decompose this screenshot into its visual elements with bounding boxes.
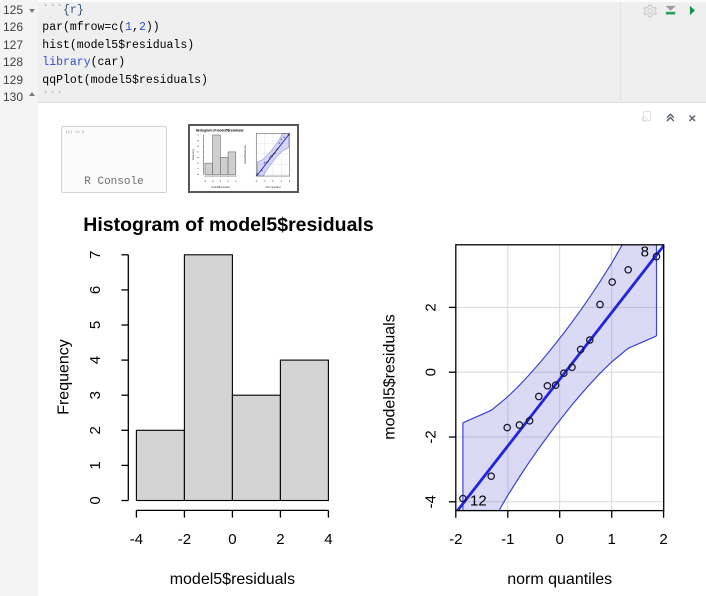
svg-text:2: 2 — [87, 426, 104, 434]
svg-text:model5$residuals: model5$residuals — [211, 186, 231, 189]
svg-text:model5$residuals: model5$residuals — [170, 571, 295, 588]
svg-text:-1: -1 — [263, 180, 266, 183]
svg-text:7: 7 — [87, 251, 104, 259]
svg-text:2: 2 — [276, 531, 284, 548]
svg-text:1: 1 — [87, 461, 104, 469]
svg-text:4: 4 — [87, 356, 104, 364]
svg-text:2: 2 — [197, 162, 200, 164]
svg-text:-2: -2 — [449, 531, 462, 548]
svg-text:12: 12 — [470, 493, 487, 510]
svg-text:model5$residuals: model5$residuals — [382, 314, 399, 439]
svg-text:0: 0 — [272, 180, 274, 183]
svg-text:norm quantiles: norm quantiles — [265, 186, 281, 189]
svg-text:0: 0 — [220, 180, 222, 183]
svg-text:0: 0 — [87, 496, 104, 504]
svg-text:2: 2 — [659, 531, 667, 548]
svg-text:8: 8 — [641, 244, 649, 261]
svg-text:-2: -2 — [255, 180, 258, 183]
svg-text:Frequency: Frequency — [192, 148, 195, 160]
svg-text:-1: -1 — [501, 531, 514, 548]
svg-text:3: 3 — [197, 156, 200, 158]
svg-text:-4: -4 — [423, 495, 440, 508]
svg-text:Histogram of model5$residuals: Histogram of model5$residuals — [83, 214, 374, 236]
svg-text:-4: -4 — [130, 531, 143, 548]
svg-text:4: 4 — [197, 151, 200, 153]
svg-text:norm quantiles: norm quantiles — [507, 571, 612, 588]
svg-text:model5$residuals: model5$residuals — [244, 144, 247, 164]
svg-text:2: 2 — [289, 180, 291, 183]
svg-text:-4: -4 — [204, 180, 207, 183]
svg-text:0: 0 — [197, 173, 200, 175]
svg-text:Frequency: Frequency — [56, 339, 73, 415]
svg-text:-2: -2 — [178, 531, 191, 548]
svg-text:2: 2 — [423, 303, 440, 311]
svg-text:0: 0 — [423, 368, 440, 376]
svg-text:6: 6 — [87, 286, 104, 294]
svg-text:2: 2 — [227, 180, 229, 183]
svg-text:4: 4 — [324, 531, 332, 548]
svg-text:1: 1 — [608, 531, 616, 548]
svg-text:4: 4 — [235, 180, 237, 183]
svg-text:-2: -2 — [212, 180, 215, 183]
svg-text:1: 1 — [197, 167, 200, 169]
svg-text:1: 1 — [281, 180, 283, 183]
svg-text:5: 5 — [197, 145, 200, 147]
svg-text:7: 7 — [197, 134, 200, 136]
svg-text:5: 5 — [87, 321, 104, 329]
svg-text:-2: -2 — [423, 430, 440, 443]
svg-text:Histogram of model5$residuals: Histogram of model5$residuals — [196, 128, 244, 132]
svg-text:0: 0 — [228, 531, 236, 548]
svg-text:0: 0 — [556, 531, 564, 548]
svg-text:3: 3 — [87, 391, 104, 399]
svg-text:6: 6 — [197, 139, 200, 141]
